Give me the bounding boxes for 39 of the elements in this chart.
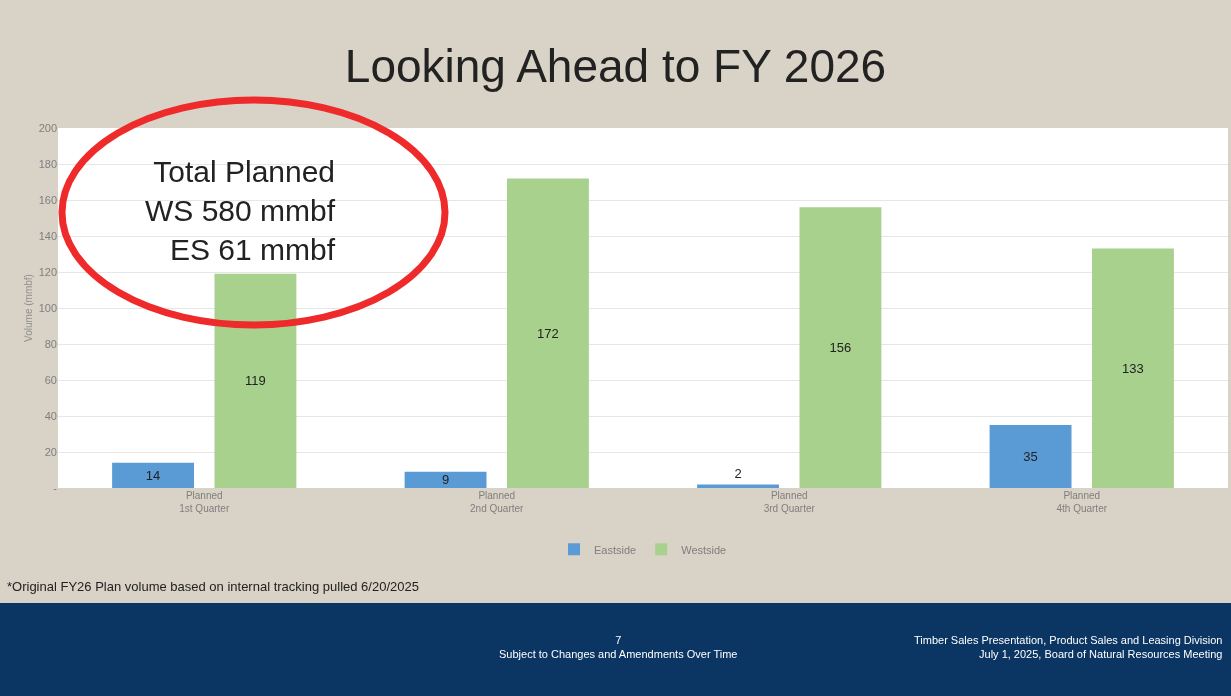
annotation: Total Planned WS 580 mmbf ES 61 mmbf [145,155,336,266]
y-tick-label: 140 [38,229,57,242]
x-tick-label: Planned 2nd Quarter [470,490,525,514]
bar [112,462,195,488]
data-label: 14 [145,467,161,483]
y-tick-label: 100 [38,301,57,314]
legend-label: Westside [681,543,727,556]
x-tick-label: Planned 3rd Quarter [763,490,816,514]
data-label: 133 [1122,360,1144,376]
bar [404,471,487,488]
y-tick-label: 80 [44,337,57,350]
y-tick-label: - [53,481,58,494]
y-tick-label: 40 [44,409,57,422]
x-tick-label: Planned 1st Quarter [179,490,230,514]
y-axis-title: Volume (mmbf) [22,274,34,342]
data-label: 156 [829,340,852,356]
chart-title: Looking Ahead to FY 2026 [344,40,887,93]
x-tick-label: Planned 4th Quarter [1056,490,1108,514]
bar [697,484,780,488]
data-label: 172 [537,325,559,341]
data-label: 119 [245,373,266,389]
text: *Original FY26 Plan volume based on internal tracking pulled 6/20/2025 [7,579,419,594]
data-label: 35 [1023,449,1038,464]
data-label: 2 [734,466,742,482]
y-tick-label: 20 [44,445,57,458]
y-tick-label: 160 [38,193,57,206]
bar [214,273,297,488]
text: Timber Sales Presentation, Product Sales and Leasing Division July 1, 2025, Board of Natural Resources Meeting [914,634,1223,661]
bar [506,178,589,488]
y-tick-label: 180 [38,157,57,170]
bar [989,425,1072,488]
data-label: 9 [441,472,450,488]
bar [1091,248,1174,488]
y-tick-label: 120 [38,265,57,278]
y-tick-label: 60 [44,373,57,386]
legend-label: Eastside [594,543,637,556]
y-tick-label: 200 [38,121,57,134]
bar [799,207,882,488]
text: 7 Subject to Changes and Amendments Over Time [499,634,738,661]
